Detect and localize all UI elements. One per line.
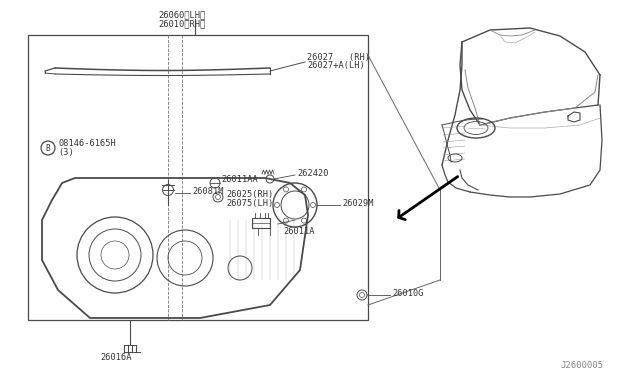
Text: 26010（RH）: 26010（RH） [158,19,205,29]
Text: 26029M: 26029M [342,199,374,208]
Text: 26025(RH): 26025(RH) [226,189,273,199]
Text: 26016A: 26016A [100,353,131,362]
Text: 262420: 262420 [297,169,328,177]
Text: (3): (3) [58,148,74,157]
Text: 26010G: 26010G [392,289,424,298]
Text: 26081M: 26081M [192,186,223,196]
Text: B: B [45,144,51,153]
Text: 26027+A(LH): 26027+A(LH) [307,61,365,70]
Bar [28,35,368,320]
Text: 26027   (RH): 26027 (RH) [307,52,370,61]
Text: 08146-6165H: 08146-6165H [58,138,116,148]
Text: 26011AA: 26011AA [221,174,258,183]
Text: 26060（LH）: 26060（LH） [158,10,205,19]
Text: 26075(LH): 26075(LH) [226,199,273,208]
Bar [252,218,270,228]
Text: 26011A: 26011A [283,227,314,235]
Text: J2600005: J2600005 [560,362,603,371]
